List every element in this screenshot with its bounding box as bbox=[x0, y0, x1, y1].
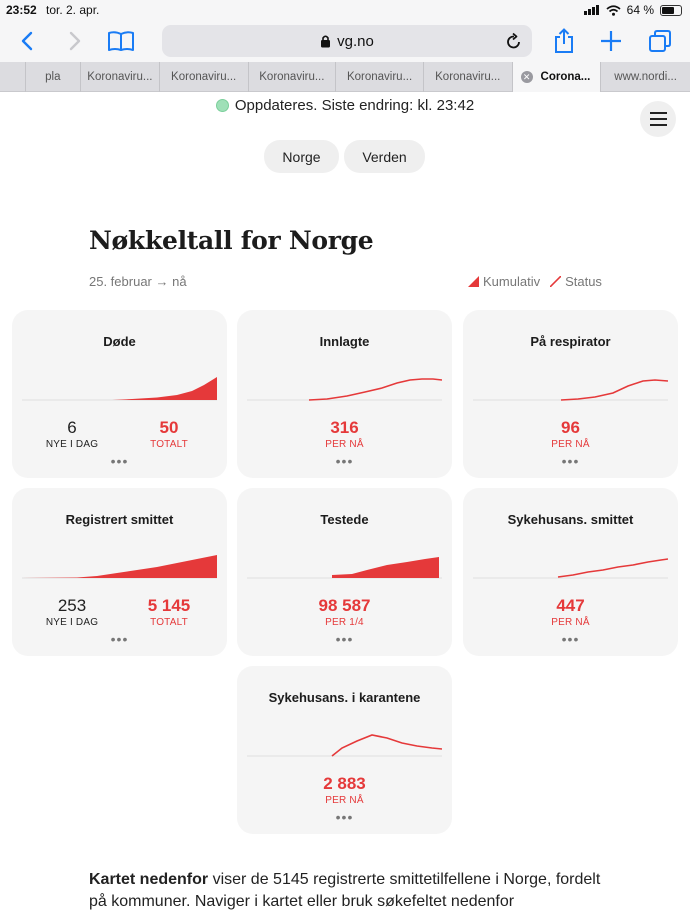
tab-strip: pla Koronaviru... Koronaviru... Koronavi… bbox=[0, 62, 690, 92]
bookmarks-icon[interactable] bbox=[106, 26, 136, 56]
more-dots-icon[interactable]: ••• bbox=[561, 631, 580, 647]
sparkline-sykehusans-smittet bbox=[473, 558, 668, 579]
card-respirator[interactable]: På respirator 96 PER NÅ ••• bbox=[463, 310, 678, 478]
back-icon[interactable] bbox=[12, 26, 42, 56]
forward-icon[interactable] bbox=[60, 26, 90, 56]
new-tab-icon[interactable] bbox=[596, 26, 626, 56]
signal-icon bbox=[583, 5, 599, 15]
more-dots-icon[interactable]: ••• bbox=[335, 453, 354, 469]
tab[interactable]: Koronaviru... bbox=[424, 62, 513, 92]
browser-toolbar: vg.no bbox=[0, 20, 690, 62]
wifi-icon bbox=[606, 4, 621, 16]
current-value: 2 883 bbox=[323, 774, 366, 793]
live-indicator-icon bbox=[215, 99, 229, 112]
tabs-icon[interactable] bbox=[645, 26, 675, 56]
battery-icon bbox=[660, 4, 682, 16]
toggle-verden[interactable]: Verden bbox=[344, 140, 425, 173]
card-title: Sykehusans. smittet bbox=[507, 512, 634, 527]
sparkline-testede bbox=[247, 557, 442, 579]
card-title: Sykehusans. i karantene bbox=[268, 690, 421, 705]
sparkline-respirator bbox=[473, 379, 668, 401]
card-innlagte[interactable]: Innlagte 316 PER NÅ ••• bbox=[237, 310, 452, 478]
card-title: Døde bbox=[103, 334, 136, 349]
map-intro-text: Kartet nedenfor viser de 5145 registrert… bbox=[89, 869, 609, 913]
card-registrert-smittet[interactable]: Registrert smittet 253 NYE I DAG 5 145 T… bbox=[12, 488, 227, 656]
card-sykehusans-smittet[interactable]: Sykehusans. smittet 447 PER NÅ ••• bbox=[463, 488, 678, 656]
tab[interactable]: www.nordi... bbox=[614, 71, 677, 83]
cumulative-legend-icon bbox=[468, 276, 479, 287]
close-tab-icon[interactable]: ✕ bbox=[520, 71, 533, 83]
share-icon[interactable] bbox=[549, 26, 579, 56]
card-title: Innlagte bbox=[319, 334, 370, 349]
date-range: 25. februar → nå bbox=[89, 274, 187, 289]
new-today-value: 253 bbox=[57, 596, 87, 615]
card-sykehusans-karantene[interactable]: Sykehusans. i karantene 2 883 PER NÅ ••• bbox=[237, 666, 452, 834]
total-value: 5 145 bbox=[147, 596, 191, 615]
tab[interactable]: Koronaviru... bbox=[249, 62, 337, 92]
date: tor. 2. apr. bbox=[46, 3, 100, 17]
status-legend-icon bbox=[550, 276, 562, 287]
more-dots-icon[interactable]: ••• bbox=[561, 453, 580, 469]
tab[interactable] bbox=[0, 62, 26, 92]
current-value: 96 bbox=[561, 418, 580, 437]
card-title: På respirator bbox=[530, 334, 611, 349]
lock-icon bbox=[321, 35, 331, 48]
clock: 23:52 bbox=[6, 3, 37, 17]
legend-status[interactable]: Status bbox=[565, 274, 602, 289]
current-value: 447 bbox=[556, 596, 585, 615]
total-value: 50 bbox=[159, 418, 179, 437]
card-title: Registrert smittet bbox=[65, 512, 174, 527]
url-text: vg.no bbox=[337, 32, 374, 50]
current-label: PER NÅ bbox=[325, 439, 364, 450]
tab-label: Corona... bbox=[540, 71, 591, 83]
more-dots-icon[interactable]: ••• bbox=[110, 631, 129, 647]
status-bar: 23:52 tor. 2. apr. 64 % bbox=[0, 0, 690, 20]
new-today-label: NYE I DAG bbox=[45, 617, 99, 628]
total-label: TOTALT bbox=[150, 439, 188, 450]
tab[interactable]: Koronaviru... bbox=[336, 62, 424, 92]
more-dots-icon[interactable]: ••• bbox=[110, 453, 129, 469]
page-title: Nøkkeltall for Norge bbox=[89, 226, 374, 255]
current-label: PER NÅ bbox=[325, 795, 364, 806]
current-value: 316 bbox=[330, 418, 359, 437]
sparkline-karantene bbox=[247, 734, 442, 757]
card-testede[interactable]: Testede 98 587 PER 1/4 ••• bbox=[237, 488, 452, 656]
menu-button[interactable] bbox=[640, 101, 676, 137]
update-status: Oppdateres. Siste endring: kl. 23:42 bbox=[0, 97, 690, 114]
tab[interactable]: Koronaviru... bbox=[81, 62, 160, 92]
new-today-label: NYE I DAG bbox=[45, 439, 99, 450]
map-intro-body: viser de 5145 registrerte smittetilfelle… bbox=[89, 871, 601, 910]
new-today-value: 6 bbox=[67, 418, 77, 437]
total-label: TOTALT bbox=[150, 617, 188, 628]
more-dots-icon[interactable]: ••• bbox=[335, 809, 354, 825]
current-label: PER NÅ bbox=[551, 439, 590, 450]
current-value: 98 587 bbox=[318, 596, 371, 615]
card-title: Testede bbox=[320, 512, 369, 527]
battery-percent: 64 % bbox=[626, 3, 654, 17]
tab[interactable]: Koronaviru... bbox=[160, 62, 249, 92]
reload-icon[interactable] bbox=[506, 32, 522, 50]
legend-cumulative[interactable]: Kumulativ bbox=[483, 274, 541, 289]
update-text: Oppdateres. Siste endring: kl. 23:42 bbox=[234, 97, 475, 114]
tab[interactable]: pla bbox=[26, 62, 81, 92]
chart-legend: Kumulativ Status bbox=[468, 274, 602, 289]
toggle-norge[interactable]: Norge bbox=[264, 140, 339, 173]
more-dots-icon[interactable]: ••• bbox=[335, 631, 354, 647]
tab-active[interactable]: ✕ Corona... bbox=[512, 62, 602, 92]
current-label: PER 1/4 bbox=[325, 617, 364, 628]
current-label: PER NÅ bbox=[551, 617, 590, 628]
hamburger-icon bbox=[649, 112, 667, 114]
sparkline-innlagte bbox=[247, 378, 442, 401]
sparkline-dode bbox=[22, 377, 217, 401]
card-dode[interactable]: Døde 6 NYE I DAG 50 TOTALT ••• bbox=[12, 310, 227, 478]
map-intro-bold: Kartet nedenfor bbox=[89, 871, 209, 888]
sparkline-smittet bbox=[22, 555, 217, 579]
address-bar[interactable]: vg.no bbox=[162, 25, 532, 57]
